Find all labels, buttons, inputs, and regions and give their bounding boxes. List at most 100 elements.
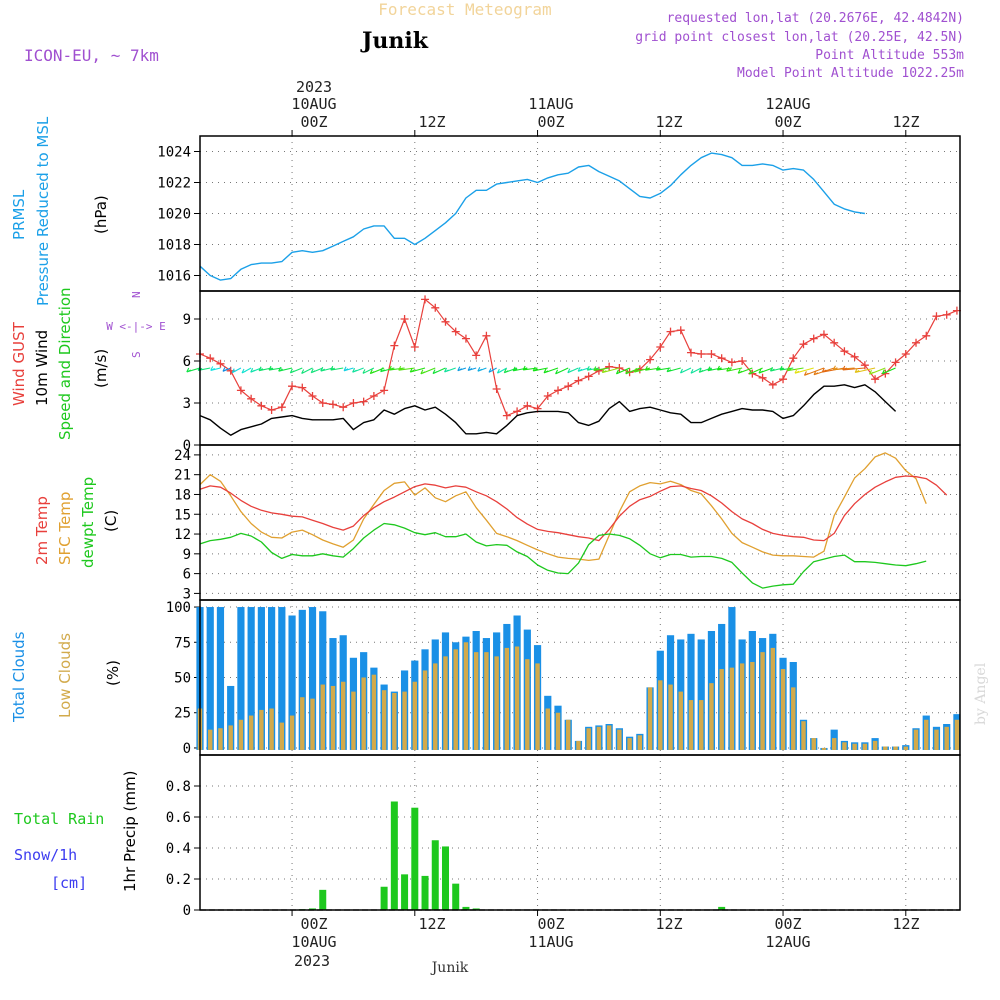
dewpoint-line (199, 522, 927, 589)
gust-marker (891, 358, 900, 367)
gust-marker (308, 392, 317, 400)
top-axis-hour: 00Z (774, 113, 801, 131)
rain-bar (441, 846, 449, 910)
gust-marker (236, 386, 245, 395)
rain-bar (452, 883, 460, 910)
total-cloud-bar (319, 611, 327, 750)
location-title: Junik (360, 28, 429, 54)
low-cloud-bar (259, 709, 264, 750)
snow-label: Snow/1h (14, 846, 77, 864)
gust-marker (830, 338, 839, 347)
pressure-line (199, 152, 866, 281)
wind-speed-line (199, 384, 897, 436)
y-tick-label: 6 (183, 354, 191, 370)
gust-marker (850, 352, 859, 361)
low-cloud-bar (678, 691, 683, 750)
y-tick-label: 18 (174, 487, 191, 503)
gust-marker (288, 382, 297, 391)
wind-direction-arrow (467, 366, 477, 371)
total-cloud-bar (237, 607, 245, 750)
low-cloud-bar (453, 649, 458, 750)
gust-marker (574, 376, 583, 385)
point-altitude: Point Altitude 553m (815, 48, 964, 63)
low-cloud-bar (238, 719, 244, 750)
compass-row-label: W <-|-> E (106, 320, 166, 333)
gust-marker (441, 317, 450, 326)
wind-direction-arrow (854, 367, 876, 374)
low-cloud-bar (606, 725, 612, 750)
wind-direction-arrow (881, 367, 896, 375)
wind-panel-labels: Wind GUST 10m Wind Speed and Direction (… (10, 287, 110, 440)
precip-panel-labels: Total Rain Snow/1h [cm] 1hr Precip (mm) (14, 771, 139, 892)
requested-point: requested lon,lat (20.2676E, 42.4842N) (667, 11, 964, 26)
total-cloud-bar (687, 633, 695, 750)
clouds-panel-labels: Total Clouds Low Clouds (%) (10, 631, 122, 723)
wind-direction-arrow (420, 367, 436, 375)
wind-direction-arrow (679, 367, 692, 374)
y-tick-label: 1018 (157, 238, 191, 254)
model-altitude: Model Point Altitude 1022.25m (737, 66, 964, 81)
top-axis-date: 12AUG (765, 95, 810, 113)
low-cloud-bar (514, 646, 520, 750)
low-cloud-bar (525, 659, 530, 750)
wind-direction-label: Speed and Direction (56, 287, 74, 440)
panel-3: 0 25 50 75 100 (166, 600, 961, 757)
low-cloud-bar (576, 740, 581, 750)
snow-unit-label: [cm] (51, 874, 87, 892)
bottom-axis-hour: 12Z (418, 915, 445, 933)
precip-unit: 1hr Precip (mm) (121, 771, 139, 892)
gust-marker (257, 401, 266, 410)
low-cloud-bar (248, 715, 254, 750)
y-tick-label: 9 (183, 312, 191, 328)
wind-direction-arrow (488, 367, 497, 373)
gust-marker (410, 343, 419, 351)
bottom-axis-date: 12AUG (765, 933, 810, 951)
wind-direction-arrow (503, 367, 518, 374)
low-cloud-bar (310, 698, 315, 750)
gust-marker (328, 400, 337, 409)
total-cloud-bar (298, 609, 306, 750)
wind-direction-arrow (457, 366, 467, 372)
top-axis-hour: 00Z (300, 113, 327, 131)
gust-marker (502, 411, 511, 420)
low-cloud-bar (566, 719, 571, 750)
gust-marker (461, 334, 470, 343)
low-cloud-bar (852, 743, 857, 750)
low-cloud-bar (463, 642, 469, 750)
bottom-axis-date: 10AUG (291, 933, 336, 951)
gust-marker (523, 401, 532, 410)
gust-marker (942, 310, 951, 319)
low-cloud-bar (637, 735, 643, 750)
wind-direction-arrow (409, 367, 426, 373)
total-cloud-bar (216, 607, 225, 750)
total-cloud-bar (227, 685, 235, 750)
rain-bar (411, 807, 419, 910)
gust-marker (492, 385, 501, 393)
gust-marker (380, 386, 389, 395)
wind-direction-arrow (726, 366, 743, 372)
wind-direction-arrow (210, 366, 221, 371)
wind-direction-arrow (343, 366, 354, 372)
y-tick-label: 25 (174, 706, 191, 722)
low-cloud-bar (668, 684, 673, 750)
total-rain-label: Total Rain (14, 810, 104, 828)
top-axis-hour: 12Z (655, 113, 682, 131)
panel-border (199, 444, 961, 601)
y-tick-label: 1022 (157, 176, 191, 192)
bottom-axis-hour: 12Z (892, 915, 919, 933)
low-cloud-bar (473, 652, 479, 750)
wind-direction-arrow (186, 367, 201, 373)
panel-2: 3 6 9 12 15 18 21 24 (174, 445, 960, 602)
y-tick-label: 24 (174, 448, 191, 464)
gust-marker (860, 361, 869, 370)
bottom-axis-date: 11AUG (528, 933, 573, 951)
low-cloud-bar (821, 747, 827, 750)
total-cloud-bar (288, 615, 296, 750)
top-axis-hour: 12Z (418, 113, 445, 131)
rain-bar (421, 875, 429, 910)
low-cloud-bar (218, 728, 223, 750)
gust-marker (349, 399, 358, 407)
rain-bar (390, 801, 398, 910)
bottom-axis-hour: 00Z (300, 915, 327, 933)
